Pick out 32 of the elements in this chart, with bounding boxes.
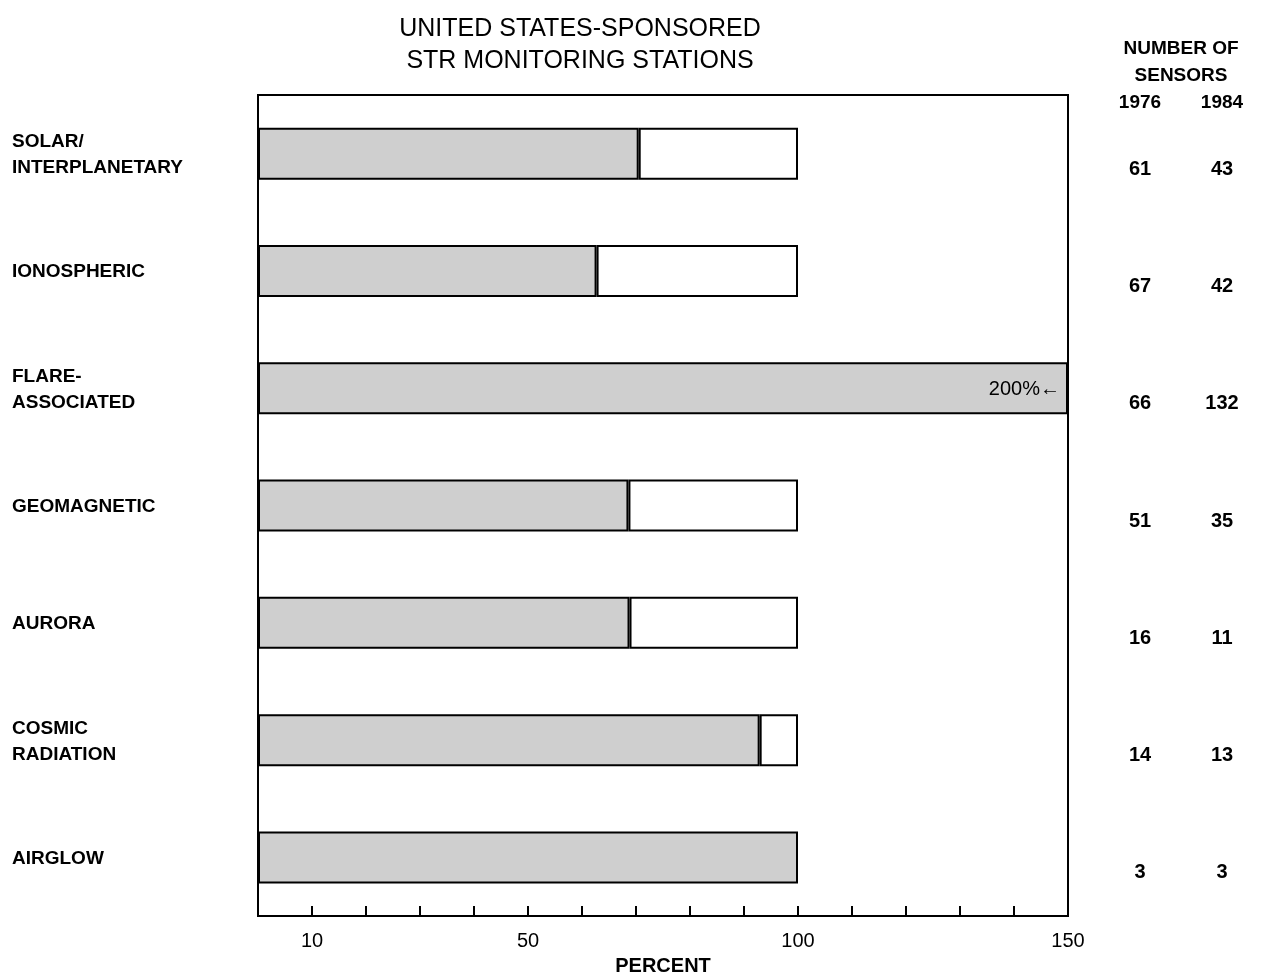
text: 66: [1128, 391, 1152, 414]
y-tick-label: GEOMAGNETIC: [12, 495, 156, 517]
text: 1976: [1118, 91, 1162, 112]
y-tick-label: SOLAR/ INTERPLANETARY: [12, 130, 184, 178]
text: 3: [1216, 860, 1228, 883]
text: 132: [1205, 391, 1239, 414]
y-tick-label: COSMIC RADIATION: [12, 716, 117, 764]
text: 16: [1128, 625, 1152, 648]
x-tick-label: 50: [516, 929, 540, 952]
x-tick-label: 100: [781, 929, 815, 952]
x-axis-title: PERCENT: [615, 954, 711, 976]
annotation: 200%←: [988, 377, 1060, 400]
text: 43: [1210, 156, 1234, 179]
text: 1984: [1200, 91, 1244, 112]
x-tick-label: 10: [300, 929, 324, 952]
text: 13: [1210, 743, 1234, 766]
text: 14: [1128, 743, 1152, 766]
bar: [258, 831, 798, 884]
text: 3: [1134, 860, 1146, 883]
y-tick-label: IONOSPHERIC: [12, 260, 146, 282]
text: 11: [1211, 625, 1233, 648]
text: 51: [1128, 508, 1152, 531]
text: 67: [1128, 273, 1152, 296]
text: 61: [1128, 156, 1152, 179]
y-tick-label: AIRGLOW: [12, 846, 104, 868]
y-tick-label: FLARE- ASSOCIATED: [12, 364, 136, 412]
text: NUMBER OF SENSORS: [1123, 37, 1239, 85]
chart-title: UNITED STATES-SPONSORED STR MONITORING STATIONS: [399, 13, 761, 73]
x-tick-label: 150: [1051, 929, 1085, 952]
text: 35: [1210, 508, 1234, 531]
y-tick-label: AURORA: [12, 612, 96, 634]
text: 42: [1210, 273, 1234, 296]
